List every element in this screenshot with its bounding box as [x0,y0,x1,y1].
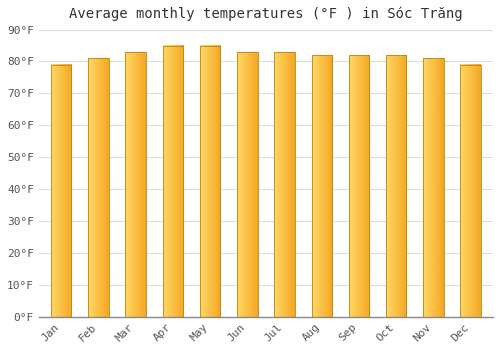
Bar [460,65,481,317]
Bar [423,58,444,317]
Bar [237,52,258,317]
Bar [312,55,332,317]
Bar [88,58,108,317]
Bar [386,55,406,317]
Bar [126,52,146,317]
Bar [200,46,220,317]
Bar [51,65,72,317]
Title: Average monthly temperatures (°F ) in Sóc Trăng: Average monthly temperatures (°F ) in Só… [69,7,462,21]
Bar [349,55,370,317]
Bar [274,52,295,317]
Bar [162,46,183,317]
